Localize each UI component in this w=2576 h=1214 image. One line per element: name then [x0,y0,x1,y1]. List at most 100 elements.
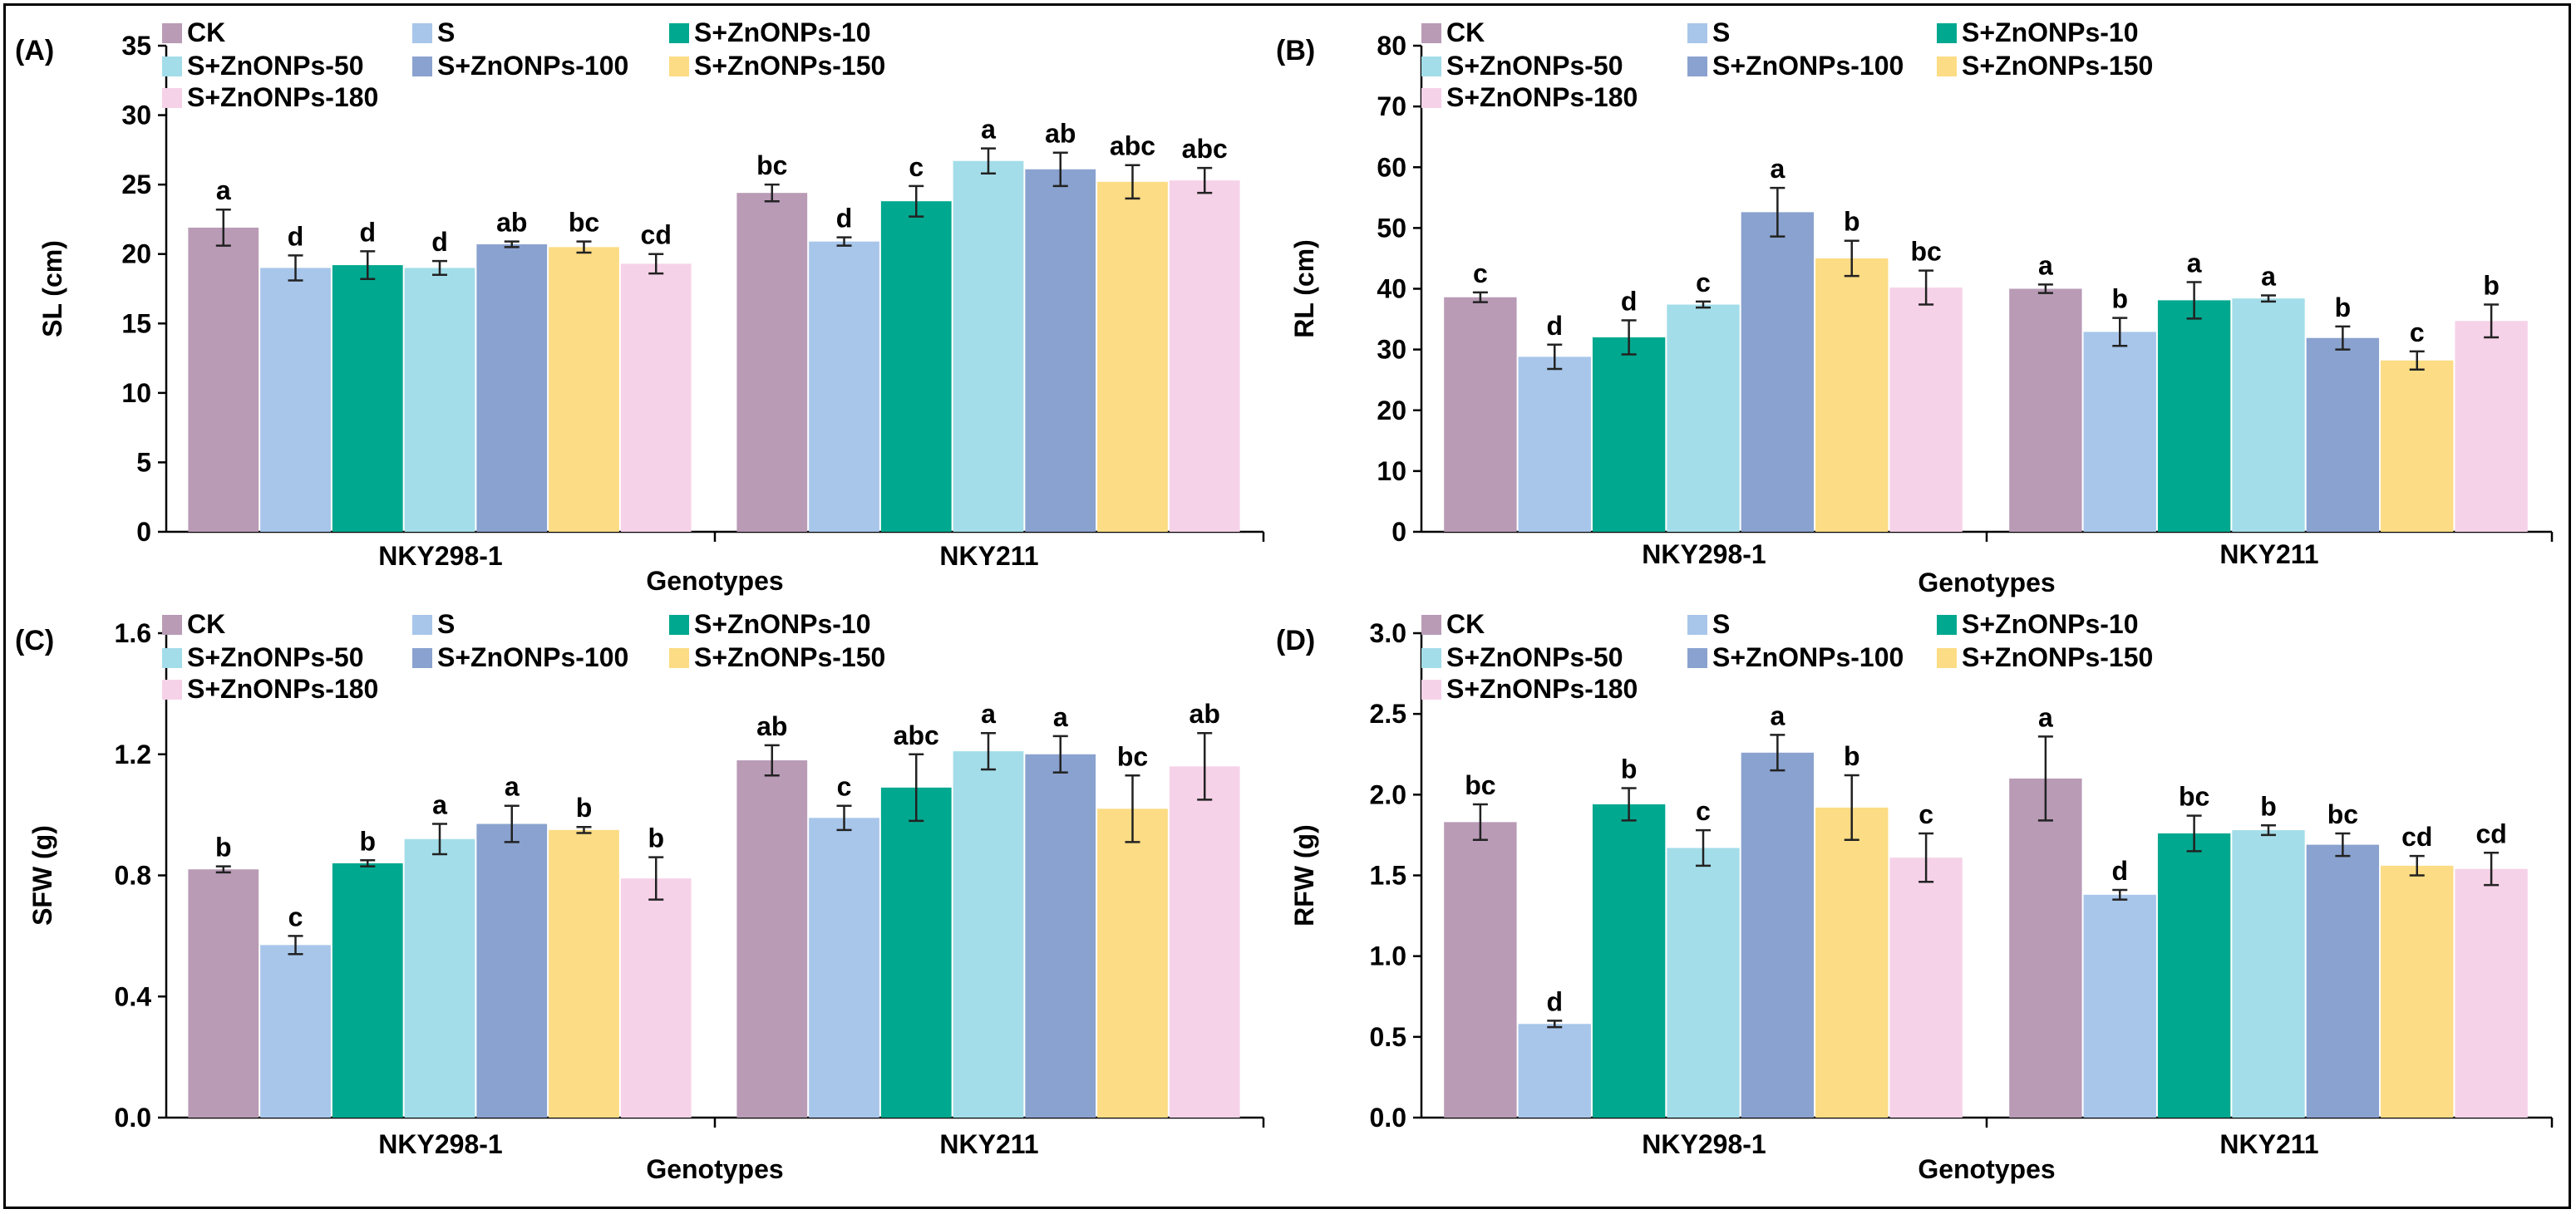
significance-letter: d [1546,986,1563,1016]
legend-entry: CK [187,17,225,47]
legend-entry: CK [1446,609,1485,639]
legend-entry: S+ZnONPs-180 [187,82,378,112]
significance-letter: d [836,204,853,233]
y-tick-label: 0 [136,517,151,547]
x-category-label: NKY298-1 [378,1129,502,1159]
significance-letter: a [432,790,447,820]
y-tick-label: 1.0 [1370,941,1406,971]
bar [1889,858,1963,1118]
significance-letter: abc [1110,131,1155,161]
bar [2381,865,2454,1118]
bar [620,263,692,532]
legend-entry: S+ZnONPs-50 [187,642,364,672]
y-tick-label: 50 [1377,213,1406,243]
significance-letter: c [2410,317,2425,347]
bar [2455,321,2528,532]
bar [549,829,619,1118]
legend-swatch [1687,615,1707,635]
significance-letter: b [1621,754,1638,784]
bar [880,201,952,532]
legend-entry: S+ZnONPs-10 [694,17,871,47]
significance-letter: a [2187,248,2202,278]
legend-swatch [162,648,182,668]
significance-letter: cd [2475,818,2506,848]
significance-letter: bc [756,150,787,180]
y-tick-label: 2.5 [1370,699,1406,729]
bar [2083,894,2156,1118]
bar [260,268,331,532]
x-category-label: NKY211 [2219,1129,2318,1159]
legend-swatch [1687,23,1707,43]
y-tick-label: 5 [136,447,151,477]
significance-letter: b [1844,741,1860,771]
significance-letter: b [2260,791,2277,821]
legend-entry: S+ZnONPs-150 [1962,642,2153,672]
significance-letter: d [359,217,376,247]
bar [1667,304,1740,532]
bar [260,945,331,1118]
y-tick-label: 10 [121,378,151,408]
y-tick-label: 30 [1377,335,1406,365]
bar [1518,356,1591,532]
y-tick-label: 0.5 [1370,1022,1406,1052]
significance-letter: b [2111,284,2128,314]
significance-letter: abc [894,720,939,750]
bar [1518,1024,1591,1118]
bar [2009,778,2082,1118]
x-axis-title: Genotypes [646,566,783,596]
legend-entry: S+ZnONPs-150 [694,51,885,81]
significance-letter: d [431,227,448,257]
significance-letter: ab [756,711,787,741]
y-tick-label: 0.4 [115,981,152,1011]
significance-letter: bc [2179,782,2209,812]
significance-letter: c [1696,268,1711,297]
bar [1741,212,1815,533]
significance-letter: b [576,793,593,823]
bar [736,760,808,1118]
bar [953,160,1024,532]
bar [476,823,548,1118]
bar [549,247,619,532]
significance-letter: bc [1117,741,1148,771]
y-axis-title: SFW (g) [27,825,57,926]
bar [404,838,475,1118]
significance-letter: d [2111,856,2128,886]
bar [1025,169,1096,532]
y-tick-label: 10 [1377,456,1406,486]
significance-letter: a [505,772,520,802]
significance-letter: c [1918,799,1933,829]
y-tick-label: 80 [1377,31,1406,61]
bar [2157,300,2231,532]
x-category-label: NKY211 [939,541,1038,571]
significance-letter: ab [496,208,527,238]
significance-letter: b [1844,207,1860,237]
y-tick-label: 2.0 [1370,779,1406,809]
bar [1592,337,1666,532]
y-tick-label: 0.8 [115,861,151,891]
legend-entry: S+ZnONPs-150 [694,642,885,672]
y-tick-label: 70 [1377,91,1406,121]
legend-swatch [162,680,182,700]
bar [1444,297,1517,532]
significance-letter: b [648,823,664,853]
x-axis-title: Genotypes [1918,1154,2055,1184]
bar [2232,298,2305,532]
bar [953,751,1024,1118]
bar [1444,822,1517,1118]
legend-entry: S [1712,17,1730,47]
y-tick-label: 40 [1377,274,1406,304]
legend-entry: S+ZnONPs-100 [437,51,628,81]
bar [2306,844,2380,1118]
legend-entry: CK [1446,17,1485,47]
bar [736,193,808,532]
y-tick-label: 30 [121,101,151,130]
x-category-label: NKY211 [2219,539,2318,569]
bar [404,268,475,532]
significance-letter: a [2261,262,2276,292]
legend-swatch [669,648,689,668]
legend-swatch [412,615,432,635]
bar [1169,766,1240,1118]
significance-letter: a [1770,700,1785,730]
bar [1741,752,1815,1118]
legend-swatch [1937,57,1957,76]
